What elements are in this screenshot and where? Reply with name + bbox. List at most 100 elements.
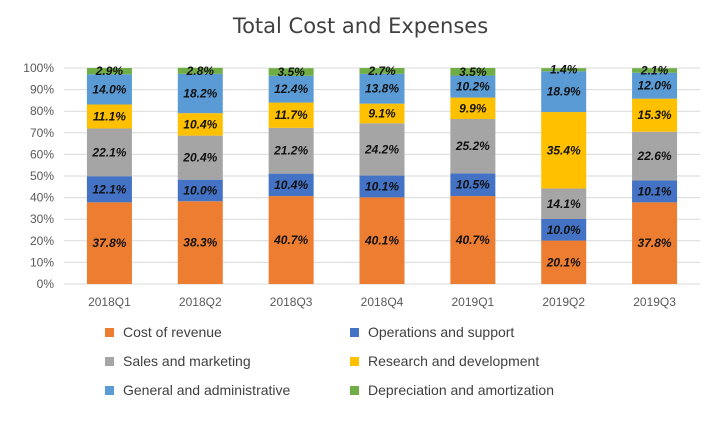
data-label: 22.1% — [91, 145, 126, 159]
bar-segment — [450, 97, 496, 119]
data-label: 24.2% — [364, 142, 399, 156]
data-label: 3.5% — [459, 65, 487, 79]
legend-label: Research and development — [368, 353, 540, 369]
legend-item: Cost of revenue — [105, 324, 350, 340]
legend-swatch — [105, 327, 114, 337]
data-label: 12.0% — [638, 79, 672, 93]
legend-swatch — [105, 356, 114, 366]
data-label: 21.2% — [273, 144, 308, 158]
data-label: 9.9% — [459, 101, 487, 115]
legend-swatch — [350, 385, 359, 395]
data-label: 35.4% — [547, 143, 581, 157]
legend-item: Depreciation and amortization — [350, 382, 625, 398]
data-label: 3.5% — [277, 65, 305, 79]
y-tick-label: 70% — [30, 126, 54, 140]
bar-segment — [86, 128, 132, 177]
data-label: 2.1% — [640, 63, 669, 77]
legend-item: General and administrative — [105, 382, 350, 398]
y-tick-label: 30% — [30, 212, 54, 226]
bar-segment — [450, 118, 496, 174]
legend: Cost of revenue Operations and support Sal… — [105, 324, 625, 398]
bar-segment — [632, 202, 678, 284]
legend-label: General and administrative — [123, 382, 291, 398]
data-label: 2.7% — [367, 64, 396, 78]
bar-segment — [450, 173, 496, 197]
bar-segment — [86, 202, 132, 284]
bar-segment — [541, 71, 587, 113]
data-label: 11.7% — [275, 108, 308, 122]
bar-segment — [86, 176, 132, 203]
data-label: 9.1% — [368, 106, 396, 120]
bar-segment — [359, 175, 405, 198]
bar-segment — [632, 131, 678, 181]
bar-segment — [177, 73, 223, 114]
bar-segment — [632, 68, 678, 73]
bar-segment — [632, 98, 678, 132]
bar-segment — [359, 123, 405, 176]
bar-segment — [359, 197, 405, 284]
data-label: 37.8% — [92, 236, 126, 250]
data-label: 18.2% — [183, 86, 217, 100]
y-tick-label: 60% — [30, 147, 54, 161]
x-tick-label: 2019Q1 — [452, 295, 495, 309]
bar-segment — [177, 67, 223, 74]
data-label: 2.9% — [95, 64, 124, 78]
bar-segment — [268, 127, 314, 174]
data-label: 37.8% — [638, 236, 672, 250]
data-label: 25.2% — [455, 139, 490, 153]
bar-segment — [86, 68, 132, 75]
data-label: 12.1% — [92, 182, 126, 196]
bar-segment — [450, 75, 496, 98]
data-label: 20.4% — [182, 151, 217, 165]
x-tick-label: 2018Q3 — [270, 295, 313, 309]
data-label: 38.3% — [183, 236, 217, 250]
bar-segment — [541, 112, 587, 189]
bar-segment — [86, 104, 132, 129]
x-tick-label: 2019Q2 — [542, 295, 585, 309]
data-label: 14.1% — [547, 197, 581, 211]
bar-segment — [268, 75, 314, 103]
data-label: 13.8% — [365, 82, 399, 96]
y-tick-label: 100% — [23, 61, 54, 75]
data-label: 11.1% — [93, 109, 126, 123]
bar-segment — [359, 68, 405, 74]
x-tick-label: 2018Q2 — [179, 295, 222, 309]
bar-segment — [177, 113, 223, 136]
data-label: 20.1% — [546, 255, 581, 269]
data-label: 10.0% — [547, 223, 581, 237]
bar-segment — [541, 240, 587, 284]
y-tick-label: 10% — [30, 255, 54, 269]
y-tick-label: 0% — [37, 277, 55, 291]
bar-segment — [268, 102, 314, 128]
y-tick-label: 40% — [30, 191, 54, 205]
legend-swatch — [350, 327, 359, 337]
legend-label: Operations and support — [368, 324, 515, 340]
legend-swatch — [105, 385, 114, 395]
data-label: 10.1% — [638, 184, 672, 198]
legend-item: Sales and marketing — [105, 353, 350, 369]
bar-segment — [450, 196, 496, 284]
bar-segment — [177, 135, 223, 180]
data-label: 10.0% — [183, 183, 217, 197]
data-label: 1.4% — [550, 63, 578, 77]
data-label: 22.6% — [637, 149, 672, 163]
legend-item: Operations and support — [350, 324, 625, 340]
legend-label: Depreciation and amortization — [368, 382, 554, 398]
bar-segment — [541, 188, 587, 219]
bar-segment — [177, 179, 223, 202]
y-tick-label: 50% — [30, 169, 54, 183]
bar-segment — [541, 68, 587, 72]
bar-segment — [632, 72, 678, 99]
bar-segment — [177, 201, 223, 284]
data-label: 2.8% — [186, 64, 215, 78]
data-label: 14.0% — [92, 82, 126, 96]
bar-segment — [632, 180, 678, 203]
bar-segment — [86, 74, 132, 105]
y-tick-label: 80% — [30, 104, 54, 118]
y-tick-label: 20% — [30, 234, 54, 248]
chart-title: Total Cost and Expenses — [232, 14, 489, 38]
data-label: 18.9% — [547, 85, 581, 99]
bar-segment — [268, 173, 314, 197]
